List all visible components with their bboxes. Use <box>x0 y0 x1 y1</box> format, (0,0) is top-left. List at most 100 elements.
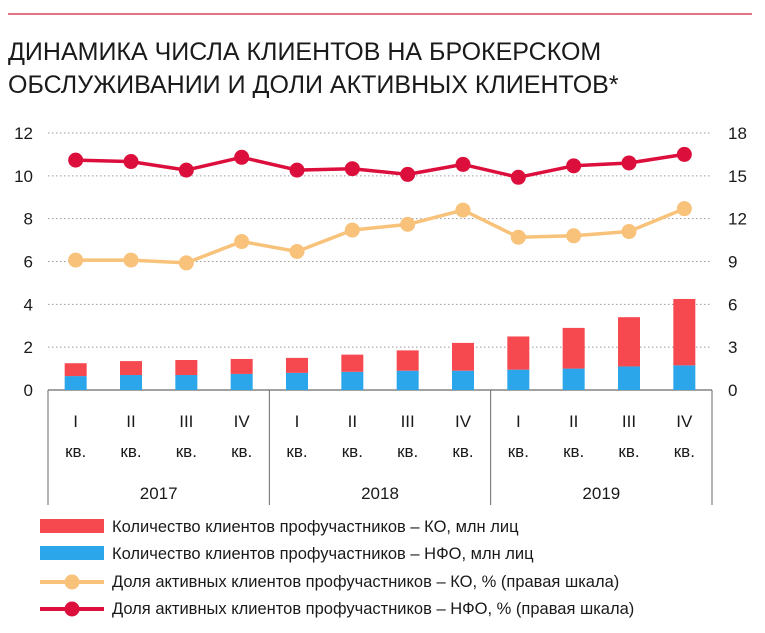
bar-ko <box>562 327 585 369</box>
bar-nfo <box>396 370 419 390</box>
bar-nfo <box>673 365 696 390</box>
category-quarter-label: III <box>622 412 636 431</box>
point-ko <box>621 224 637 240</box>
line-nfo <box>75 152 685 180</box>
bar-nfo <box>618 366 640 390</box>
category-suffix-label: кв. <box>397 442 418 461</box>
category-quarter-label: I <box>516 412 521 431</box>
legend-label-ko-line: Доля активных клиентов профучастников – … <box>112 573 619 591</box>
category-suffix-label: кв. <box>508 442 529 461</box>
point-nfo <box>676 146 692 162</box>
line-series <box>68 146 692 271</box>
left-tick-label: 8 <box>24 210 33 229</box>
bar-ko <box>175 360 198 376</box>
bar-ko <box>230 358 253 374</box>
bar-nfo <box>120 375 142 390</box>
point-ko <box>344 222 360 238</box>
point-ko <box>455 202 471 218</box>
category-quarter-label: IV <box>455 412 472 431</box>
point-nfo <box>344 161 360 177</box>
bar-ko <box>452 342 474 371</box>
category-labels: Iкв. II кв. III кв. IV кв. Iкв. II кв. III кв. IV кв.… <box>47 390 695 505</box>
bar-nfo <box>286 372 308 390</box>
legend-swatch-nfo-bars <box>40 546 104 560</box>
legend-marker-ko <box>64 574 80 590</box>
point-nfo <box>566 158 582 174</box>
bar-nfo <box>175 375 198 390</box>
category-suffix-label: кв. <box>674 442 695 461</box>
right-tick-label: 0 <box>728 381 737 400</box>
left-tick-label: 2 <box>24 338 33 357</box>
category-suffix-label: кв. <box>120 442 141 461</box>
category-quarter-label: IV <box>676 412 693 431</box>
right-tick-label: 15 <box>728 167 747 186</box>
left-tick-label: 6 <box>24 253 33 272</box>
point-nfo <box>123 154 139 170</box>
category-quarter-label: III <box>401 412 415 431</box>
bar-ko <box>64 363 87 377</box>
category-quarter-label: I <box>295 412 300 431</box>
bar-ko <box>673 298 696 366</box>
year-label: 2019 <box>582 484 620 503</box>
bar-ko <box>341 354 364 372</box>
point-ko <box>510 229 526 245</box>
point-ko <box>234 234 250 250</box>
left-axis-ticks: 0 2 4 6 8 10 12 <box>14 124 33 400</box>
year-labels: 2017 2018 2019 <box>140 390 713 505</box>
category-suffix-label: кв. <box>65 442 86 461</box>
bar-ko <box>396 350 419 371</box>
right-tick-label: 3 <box>728 338 737 357</box>
left-tick-label: 0 <box>24 381 33 400</box>
point-ko <box>289 244 305 260</box>
chart-title-line-2: ОБСЛУЖИВАНИИ И ДОЛИ АКТИВНЫХ КЛИЕНТОВ* <box>8 71 619 99</box>
point-ko <box>178 255 194 271</box>
bar-nfo <box>507 369 530 390</box>
point-nfo <box>455 156 471 172</box>
right-axis-ticks: 0 3 6 9 12 15 18 <box>728 124 747 400</box>
right-tick-label: 12 <box>728 210 747 229</box>
bar-ko <box>120 361 142 376</box>
point-nfo <box>68 152 84 168</box>
category-suffix-label: кв. <box>231 442 252 461</box>
grid-lines <box>48 132 712 391</box>
left-tick-label: 4 <box>24 295 33 314</box>
legend: Количество клиентов профучастников – КО,… <box>40 518 634 618</box>
point-nfo <box>400 166 416 182</box>
right-tick-label: 6 <box>728 295 737 314</box>
category-suffix-label: кв. <box>618 442 639 461</box>
point-nfo <box>234 149 250 165</box>
legend-label-nfo-bars: Количество клиентов профучастников – НФО… <box>112 545 534 563</box>
legend-marker-nfo <box>64 601 80 617</box>
legend-swatch-ko-bars <box>40 519 104 533</box>
chart-title-line-1: ДИНАМИКА ЧИСЛА КЛИЕНТОВ НА БРОКЕРСКОМ <box>8 38 601 66</box>
point-nfo <box>289 162 305 178</box>
category-quarter-label: II <box>569 412 578 431</box>
left-tick-label: 12 <box>14 124 33 143</box>
category-suffix-label: кв. <box>286 442 307 461</box>
bar-ko <box>507 336 530 370</box>
bar-nfo <box>452 370 474 390</box>
left-tick-label: 10 <box>14 167 33 186</box>
point-ko <box>566 228 582 244</box>
legend-label-ko-bars: Количество клиентов профучастников – КО,… <box>112 518 519 536</box>
point-ko <box>123 252 139 268</box>
category-suffix-label: кв. <box>176 442 197 461</box>
category-quarter-label: IV <box>234 412 251 431</box>
category-suffix-label: кв. <box>342 442 363 461</box>
year-label: 2017 <box>140 484 178 503</box>
legend-label-nfo-line: Доля активных клиентов профучастников – … <box>112 600 634 618</box>
category-quarter-label: III <box>179 412 193 431</box>
bar-nfo <box>562 368 585 390</box>
category-suffix-label: кв. <box>452 442 473 461</box>
category-quarter-label: II <box>126 412 135 431</box>
point-nfo <box>510 169 526 185</box>
bars <box>64 298 696 390</box>
category-suffix-label: кв. <box>563 442 584 461</box>
bar-ko <box>618 317 640 367</box>
category-quarter-label: I <box>73 412 78 431</box>
point-ko <box>676 201 692 217</box>
point-ko <box>400 216 416 232</box>
bar-nfo <box>230 373 253 390</box>
bar-ko <box>286 357 308 373</box>
